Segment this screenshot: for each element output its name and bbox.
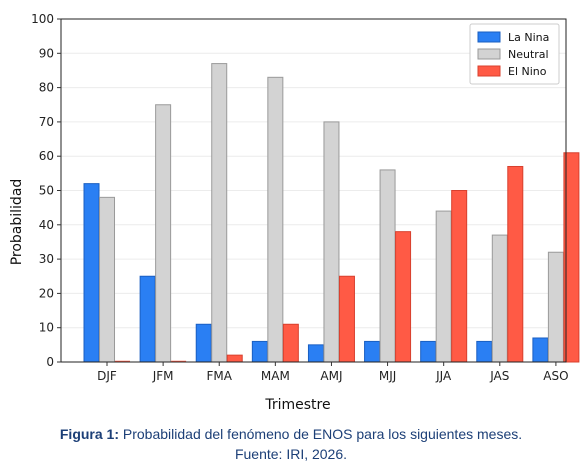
bar (211, 63, 228, 363)
bar (491, 234, 508, 363)
y-tick-label: 40 (39, 218, 54, 232)
legend-label: Neutral (508, 48, 549, 61)
y-tick-label: 0 (46, 355, 54, 369)
bar (226, 354, 243, 363)
bar (420, 340, 437, 363)
legend-swatch (477, 65, 501, 77)
y-tick-label: 80 (39, 81, 54, 95)
y-tick-label: 90 (39, 46, 54, 60)
legend-swatch (477, 31, 501, 43)
x-tick-label: AMJ (320, 369, 342, 383)
x-tick-label: JJA (435, 369, 452, 383)
legend-swatch (477, 48, 501, 60)
bar (307, 344, 324, 363)
y-tick-label: 60 (39, 149, 54, 163)
bars (83, 63, 580, 363)
bar (195, 323, 212, 363)
x-tick-label: ASO (543, 369, 568, 383)
bar-chart: 0 10 20 30 40 50 60 70 80 90 100 DJF JFM FMA MAM AMJ MJ… (9, 12, 580, 413)
caption-label: Figura 1: (59, 426, 119, 442)
bar (251, 340, 268, 363)
bar (99, 196, 116, 363)
bar (267, 76, 284, 363)
y-tick-label: 100 (31, 12, 54, 26)
y-tick-label: 10 (39, 321, 54, 335)
y-tick-label: 20 (39, 286, 54, 300)
bar (507, 165, 524, 363)
x-tick-label: MJJ (379, 369, 396, 383)
bar (532, 337, 549, 363)
x-ticks: DJF JFM FMA MAM AMJ MJJ JJA JAS ASO (97, 362, 569, 383)
bar (364, 340, 381, 363)
bar (435, 210, 452, 363)
bar (338, 275, 355, 363)
bar (547, 251, 564, 363)
x-tick-label: JAS (489, 369, 509, 383)
bar (451, 190, 468, 363)
bar (476, 340, 493, 363)
bar (379, 169, 396, 363)
y-tick-label: 30 (39, 252, 54, 266)
x-tick-label: MAM (261, 369, 290, 383)
caption-source: Fuente: IRI, 2026. (234, 446, 348, 462)
x-tick-label: JFM (152, 369, 174, 383)
legend-label: La Nina (508, 31, 549, 44)
y-tick-label: 50 (39, 184, 54, 198)
bar (563, 152, 580, 363)
caption-line: Figura 1: Probabilidad del fenómeno de E… (0, 424, 582, 444)
bar (323, 121, 340, 363)
y-tick-label: 70 (39, 115, 54, 129)
caption-text: Probabilidad del fenómeno de ENOS para l… (119, 426, 523, 442)
y-axis-label: Probabilidad (9, 179, 25, 266)
bar (139, 275, 156, 363)
bar (83, 183, 100, 363)
bar (155, 104, 172, 363)
y-ticks: 0 10 20 30 40 50 60 70 80 90 100 (31, 12, 61, 369)
x-tick-label: FMA (206, 369, 232, 383)
bar (395, 231, 412, 363)
legend: La Nina Neutral El Nino (469, 23, 560, 85)
x-axis-label: Trimestre (264, 397, 330, 413)
figure-caption: Figura 1: Probabilidad del fenómeno de E… (0, 424, 582, 464)
x-tick-label: DJF (97, 369, 117, 383)
legend-label: El Nino (508, 65, 547, 78)
bar (282, 323, 299, 363)
